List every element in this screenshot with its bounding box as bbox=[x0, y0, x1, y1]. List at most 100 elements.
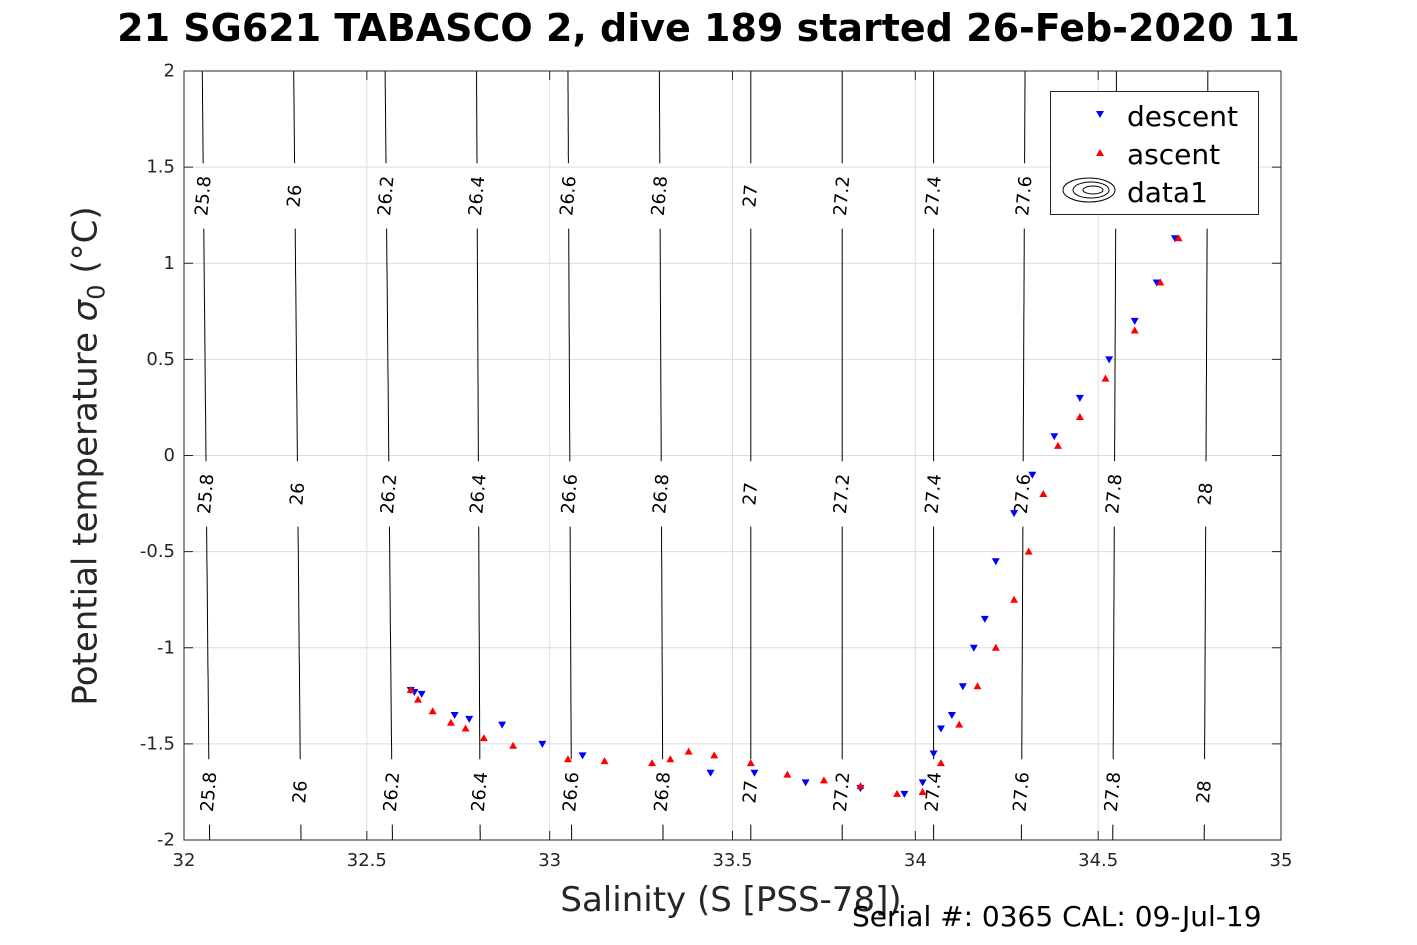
contour-label: 26.6 bbox=[556, 175, 580, 217]
contour-label: 26 bbox=[283, 184, 306, 209]
contour-label: 26 bbox=[289, 780, 312, 805]
descent-point bbox=[465, 715, 474, 723]
contour-line bbox=[476, 70, 478, 164]
x-tick-label: 34.5 bbox=[1078, 850, 1118, 871]
contour-label: 25.8 bbox=[194, 473, 218, 515]
descent-point bbox=[918, 779, 927, 787]
descent-point bbox=[1170, 235, 1179, 243]
descent-point bbox=[929, 750, 938, 758]
triangle-up-icon bbox=[1096, 149, 1104, 156]
x-tick-label: 33 bbox=[538, 850, 561, 871]
contour-line bbox=[388, 526, 393, 760]
ascent-point bbox=[509, 741, 518, 749]
contour-label: 26.6 bbox=[558, 473, 582, 515]
descent-point bbox=[578, 752, 587, 760]
ascent-point bbox=[563, 755, 572, 763]
descent-point bbox=[1010, 510, 1019, 518]
contour-label: 26.8 bbox=[649, 473, 673, 515]
ascent-point bbox=[991, 643, 1000, 651]
ascent-point bbox=[936, 759, 945, 767]
ascent-point bbox=[1075, 413, 1084, 421]
ascent-point bbox=[893, 789, 902, 797]
descent-point bbox=[1130, 317, 1139, 325]
data-points bbox=[406, 234, 1183, 798]
contour-line bbox=[293, 71, 296, 164]
contour-label: 25.8 bbox=[191, 175, 215, 217]
contour-line bbox=[661, 526, 664, 760]
legend-item-ascent: ascent bbox=[1051, 134, 1258, 172]
descent-point bbox=[801, 779, 810, 787]
contour-label: 26.4 bbox=[468, 771, 492, 813]
descent-point bbox=[538, 740, 547, 748]
contour-label: 27 bbox=[739, 780, 762, 805]
contour-line bbox=[1114, 228, 1117, 462]
ascent-point bbox=[446, 718, 455, 726]
contour-line bbox=[568, 228, 571, 462]
contour-label: 27.2 bbox=[830, 771, 854, 813]
contour-line bbox=[1204, 526, 1207, 760]
descent-point bbox=[969, 644, 978, 652]
contour-label: 26.2 bbox=[380, 771, 404, 813]
contour-label: 27.6 bbox=[1009, 771, 1033, 813]
contour-label: 28 bbox=[1193, 780, 1216, 805]
ascent-point bbox=[600, 757, 609, 765]
ascent-point bbox=[1024, 547, 1033, 555]
triangle-down-icon bbox=[1096, 111, 1104, 118]
ascent-point bbox=[1010, 595, 1019, 603]
contour-line bbox=[206, 526, 210, 760]
descent-point bbox=[417, 690, 426, 698]
contour-label: 27.8 bbox=[1101, 771, 1125, 813]
contour-label: 27.4 bbox=[921, 473, 945, 515]
descent-point bbox=[498, 721, 507, 729]
y-tick-label: 1.5 bbox=[146, 157, 175, 178]
ascent-point bbox=[746, 759, 755, 767]
ascent-point bbox=[461, 724, 470, 732]
contour-label: 26 bbox=[286, 482, 309, 507]
ascent-point bbox=[1156, 278, 1165, 286]
ascent-point bbox=[1130, 326, 1139, 334]
ascent-point bbox=[406, 686, 415, 694]
x-tick-label: 32 bbox=[173, 850, 196, 871]
descent-point bbox=[750, 769, 759, 777]
contour-line bbox=[476, 228, 479, 462]
ascent-point bbox=[955, 720, 964, 728]
ascent-point bbox=[973, 682, 982, 690]
ascent-point bbox=[684, 747, 693, 755]
contour-label: 26.4 bbox=[466, 473, 490, 515]
contour-label: 28 bbox=[1194, 482, 1217, 507]
contour-line bbox=[478, 526, 481, 760]
density-contours: 25.8 25.8 25.8 26 26 26 26.2 26.2 26.2 26.4 26.4 26… bbox=[191, 70, 1219, 840]
y-tick-label: -1 bbox=[157, 637, 175, 658]
x-tick-label: 32.5 bbox=[347, 850, 387, 871]
descent-point bbox=[1028, 471, 1037, 479]
descent-point bbox=[936, 725, 945, 733]
contour-label: 26.6 bbox=[559, 771, 583, 813]
contour-label: 26.8 bbox=[651, 771, 675, 813]
x-axis-label: Salinity (S [PSS-78]) bbox=[560, 880, 902, 920]
descent-point bbox=[900, 790, 909, 798]
ascent-point bbox=[666, 755, 675, 763]
contour-label: 27.2 bbox=[830, 175, 854, 217]
axes: 32 32.5 33 33.5 34 34.5 35 -2 -1.5 -1 -0.5 0 0.5 1 1.5… bbox=[140, 61, 1293, 872]
x-tick-label: 35 bbox=[1270, 850, 1293, 871]
y-tick-label: 0 bbox=[164, 445, 175, 466]
contour-line bbox=[384, 70, 387, 164]
chart-title: 21 SG621 TABASCO 2, dive 189 started 26-… bbox=[117, 6, 1300, 50]
contour-label: 27 bbox=[739, 184, 762, 209]
x-tick-label: 34 bbox=[904, 850, 927, 871]
serial-cal-footer: Serial #: 0365 CAL: 09-Jul-19 bbox=[852, 900, 1262, 933]
ascent-point bbox=[648, 759, 657, 767]
contour-line bbox=[1112, 526, 1115, 760]
descent-point bbox=[980, 615, 989, 623]
legend: descent ascent data1 bbox=[1050, 91, 1259, 215]
ascent-point bbox=[856, 782, 865, 790]
contour-label: 27.6 bbox=[1012, 175, 1036, 217]
contour-line bbox=[201, 71, 204, 164]
ascent-point bbox=[710, 751, 719, 759]
descent-point bbox=[1105, 356, 1114, 364]
contour-label: 27.8 bbox=[1102, 473, 1126, 515]
legend-item-data1: data1 bbox=[1051, 172, 1258, 210]
contour-label: 25.8 bbox=[197, 771, 221, 813]
contour-label: 27.6 bbox=[1011, 473, 1035, 515]
